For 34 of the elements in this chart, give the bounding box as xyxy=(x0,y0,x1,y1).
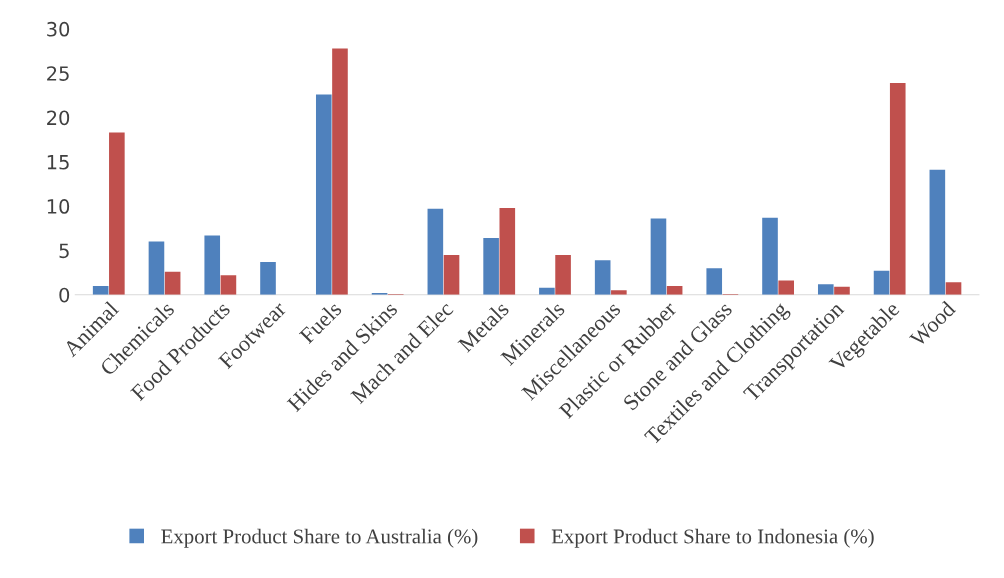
bar xyxy=(499,207,516,295)
bar xyxy=(148,241,165,295)
y-tick-label: 20 xyxy=(47,110,70,126)
y-tick-label: 10 xyxy=(47,199,70,214)
bar xyxy=(555,254,571,295)
bar xyxy=(706,268,723,295)
y-tick-label: 0 xyxy=(59,287,70,303)
bar xyxy=(945,282,962,295)
bar xyxy=(889,82,906,295)
bar xyxy=(594,260,611,295)
y-tick-label: 5 xyxy=(59,243,69,259)
bar xyxy=(611,290,627,295)
bar xyxy=(443,254,460,295)
bar xyxy=(929,169,946,295)
bar xyxy=(762,217,778,295)
bar xyxy=(204,235,221,295)
bar xyxy=(109,132,125,295)
legend-label: Export Product Share to Indonesia (%) xyxy=(551,528,874,548)
bar xyxy=(315,94,332,295)
y-tick-label: 30 xyxy=(47,21,70,37)
y-tick-label: 25 xyxy=(47,66,69,81)
legend-label: Export Product Share to Australia (%) xyxy=(161,528,478,548)
y-tick-label: 15 xyxy=(47,155,69,170)
bar xyxy=(817,284,834,295)
bar xyxy=(834,286,850,295)
bar xyxy=(650,218,667,295)
bar xyxy=(483,238,499,295)
bar xyxy=(873,270,890,295)
bar xyxy=(427,208,444,295)
bar xyxy=(332,48,348,295)
bar xyxy=(220,275,237,295)
bar xyxy=(260,261,276,295)
bar xyxy=(164,271,181,295)
bar xyxy=(778,280,794,295)
